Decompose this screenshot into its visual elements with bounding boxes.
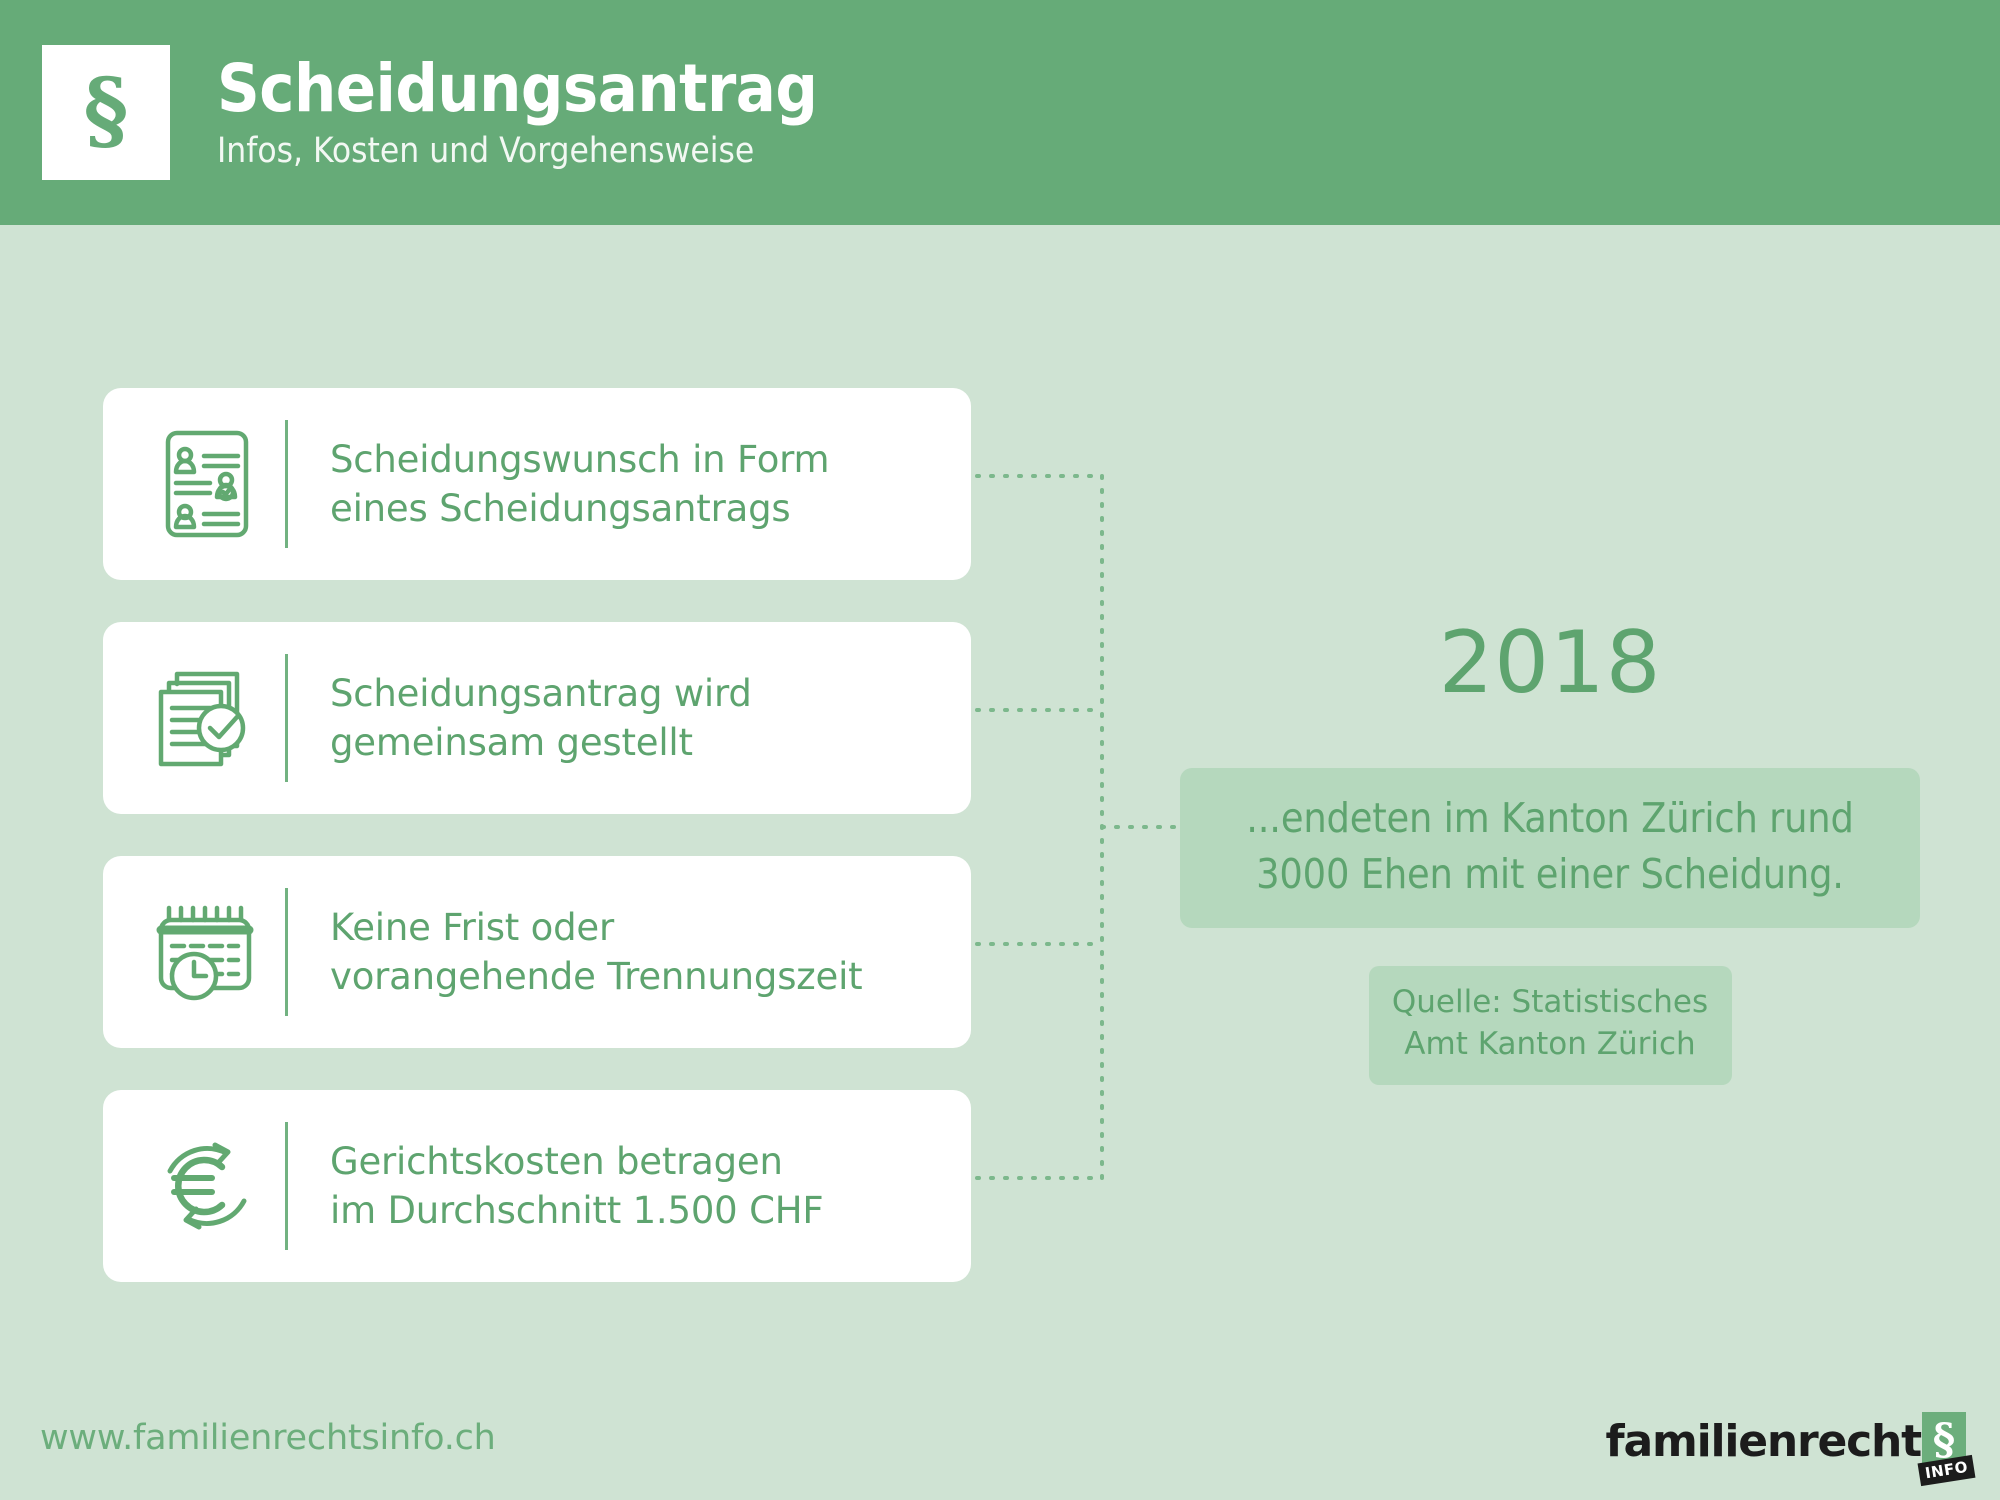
card-label-line1: Keine Frist oder <box>330 905 614 949</box>
footer-website-url[interactable]: www.familienrechtsinfo.ch <box>40 1418 496 1458</box>
stat-source-line2: Amt Kanton Zürich <box>1404 1025 1696 1062</box>
card-divider <box>285 1122 288 1250</box>
paragraph-symbol-icon: § <box>83 59 129 161</box>
footer-brand-logo[interactable]: familienrecht § INFO <box>1605 1412 1976 1487</box>
card-label-line2: im Durchschnitt 1.500 CHF <box>330 1189 824 1232</box>
card-label-line1: Scheidungsantrag wird <box>330 671 752 715</box>
page-subtitle: Infos, Kosten und Vorgehensweise <box>217 131 755 172</box>
footer-paragraph-glyph: § <box>1932 1414 1956 1465</box>
documents-check-icon <box>141 662 273 774</box>
card-divider <box>285 420 288 548</box>
card-label-line1: Gerichtskosten betragen <box>330 1139 783 1183</box>
card-gerichtskosten[interactable]: Gerichtskosten betragen im Durchschnitt … <box>103 1090 971 1282</box>
page-title: Scheidungsantrag <box>217 50 818 128</box>
card-gemeinsam-gestellt[interactable]: Scheidungsantrag wird gemeinsam gestellt <box>103 622 971 814</box>
footer-paragraph-symbol-icon: § INFO <box>1917 1412 1976 1487</box>
card-label: Scheidungswunsch in Form eines Scheidung… <box>330 435 830 533</box>
card-label-line1: Scheidungswunsch in Form <box>330 437 830 481</box>
card-label-line2: vorangehende Trennungszeit <box>330 955 863 998</box>
card-label-line2: eines Scheidungsantrags <box>330 487 791 530</box>
calendar-clock-icon <box>141 900 273 1004</box>
stat-text-line2: 3000 Ehen mit einer Scheidung. <box>1256 850 1844 899</box>
stat-text-box: ...endeten im Kanton Zürich rund 3000 Eh… <box>1180 768 1920 929</box>
stat-source-box: Quelle: Statistisches Amt Kanton Zürich <box>1368 966 1732 1086</box>
card-scheidungswunsch[interactable]: Scheidungswunsch in Form eines Scheidung… <box>103 388 971 580</box>
id-document-icon <box>141 428 273 540</box>
stat-text-line1: ...endeten im Kanton Zürich rund <box>1246 794 1854 842</box>
stat-year: 2018 <box>1438 613 1662 713</box>
header-logo-mark: § <box>42 45 170 180</box>
card-divider <box>285 888 288 1016</box>
footer-logo-wordmark: familienrecht <box>1605 1416 1923 1467</box>
statistic-panel: 2018 ...endeten im Kanton Zürich rund 30… <box>1180 613 1920 1086</box>
card-divider <box>285 654 288 782</box>
header-bar: § Scheidungsantrag Infos, Kosten und Vor… <box>0 0 2000 225</box>
card-label: Keine Frist oder vorangehende Trennungsz… <box>330 903 863 1001</box>
card-label-line2: gemeinsam gestellt <box>330 721 693 764</box>
card-keine-frist[interactable]: Keine Frist oder vorangehende Trennungsz… <box>103 856 971 1048</box>
euro-cycle-icon <box>141 1131 273 1241</box>
card-label: Scheidungsantrag wird gemeinsam gestellt <box>330 669 752 767</box>
stat-source-line1: Quelle: Statistisches <box>1391 984 1709 1021</box>
header-text-group: Scheidungsantrag Infos, Kosten und Vorge… <box>217 50 818 172</box>
card-label: Gerichtskosten betragen im Durchschnitt … <box>330 1137 824 1235</box>
